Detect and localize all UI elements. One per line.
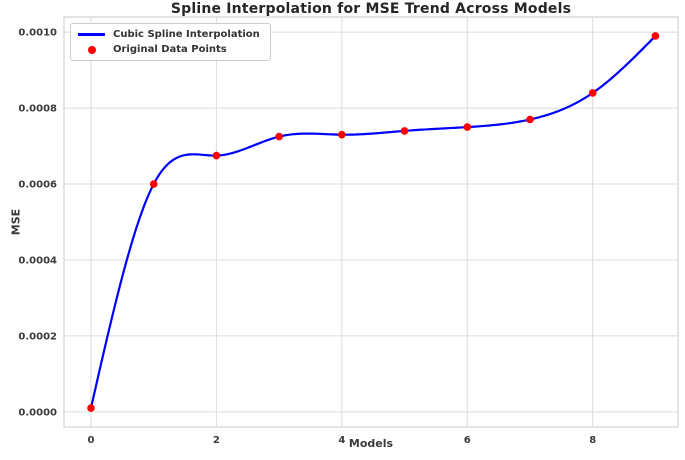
x-tick-label: 6 bbox=[464, 435, 471, 446]
x-tick-label: 4 bbox=[338, 435, 345, 446]
data-point bbox=[526, 115, 534, 124]
y-tick-label: 0.0006 bbox=[18, 180, 57, 191]
y-tick-label: 0.0004 bbox=[18, 255, 57, 266]
legend-line-swatch bbox=[78, 33, 105, 36]
y-tick-label: 0.0008 bbox=[18, 104, 57, 115]
data-point bbox=[651, 32, 660, 40]
legend-label-spline: Cubic Spline Interpolation bbox=[113, 29, 260, 40]
x-axis-label: Models bbox=[348, 437, 394, 450]
data-point bbox=[588, 89, 597, 97]
data-point bbox=[149, 180, 158, 188]
legend: Cubic Spline Interpolation Original Data… bbox=[70, 23, 271, 61]
legend-label-points: Original Data Points bbox=[113, 44, 227, 55]
y-tick-label: 0.0000 bbox=[18, 407, 57, 418]
chart-title: Spline Interpolation for MSE Trend Acros… bbox=[170, 1, 572, 17]
legend-item-spline: Cubic Spline Interpolation bbox=[78, 29, 260, 40]
data-point bbox=[338, 130, 346, 139]
legend-dot-swatch bbox=[78, 45, 105, 54]
legend-item-points: Original Data Points bbox=[78, 44, 260, 55]
y-tick-label: 0.0002 bbox=[18, 331, 57, 342]
data-point bbox=[87, 404, 95, 412]
x-tick-label: 2 bbox=[213, 435, 220, 446]
y-tick-label: 0.0010 bbox=[18, 28, 57, 39]
x-tick-label: 0 bbox=[87, 435, 94, 446]
data-point bbox=[400, 127, 409, 135]
data-point bbox=[212, 151, 221, 160]
x-tick-label: 8 bbox=[589, 435, 596, 446]
data-point bbox=[275, 132, 283, 141]
spline-curve bbox=[89, 34, 657, 410]
plot-border bbox=[63, 16, 679, 428]
data-point bbox=[463, 123, 472, 131]
